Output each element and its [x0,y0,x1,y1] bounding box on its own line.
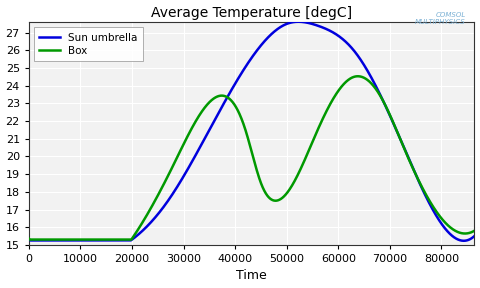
Sun umbrella [471,234,477,238]
Line: Box: Box [29,76,474,240]
Box [415,177,421,181]
Sun umbrella [461,239,467,242]
Sun umbrella [197,146,203,149]
Title: Average Temperature [degC]: Average Temperature [degC] [151,5,352,20]
Box [26,238,32,241]
Sun umbrella [415,178,420,181]
Line: Sun umbrella: Sun umbrella [29,22,474,241]
Sun umbrella [296,20,301,23]
Box [216,94,222,98]
Sun umbrella [463,239,469,242]
Sun umbrella [77,239,83,242]
Box [197,113,203,116]
Sun umbrella [103,239,109,242]
Box [355,75,360,78]
Text: COMSOL
MULTIPHYSICS: COMSOL MULTIPHYSICS [415,12,466,24]
Box [26,237,32,240]
X-axis label: Time: Time [236,270,267,283]
Box [463,232,469,235]
Legend: Sun umbrella, Box: Sun umbrella, Box [34,27,143,61]
Box [77,238,83,241]
Box [471,229,477,232]
Box [103,238,109,241]
Sun umbrella [26,238,32,241]
Sun umbrella [216,110,222,114]
